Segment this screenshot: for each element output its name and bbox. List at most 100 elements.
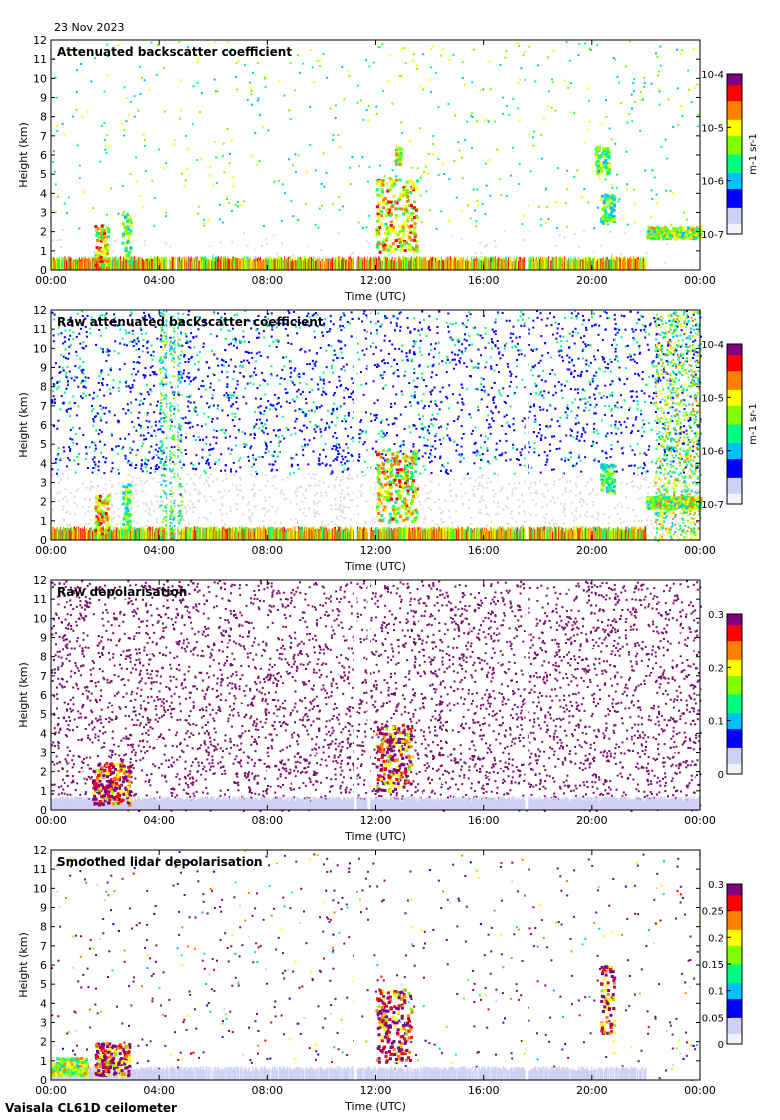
cloud-cell	[99, 239, 103, 243]
speckle-cell	[263, 336, 265, 339]
speckle-cell	[313, 428, 316, 431]
cloud-cell	[606, 172, 610, 176]
speckle-cell	[473, 209, 476, 212]
cloud-cell	[405, 208, 409, 212]
speckle-cell	[155, 73, 158, 76]
speckle-cell	[631, 476, 634, 479]
speckle-cell	[183, 185, 186, 188]
speckle-cell	[572, 364, 575, 367]
cloud-cell	[696, 228, 699, 232]
data-gap	[353, 40, 357, 270]
cloud-cell	[129, 259, 132, 263]
speckle-cell	[290, 200, 293, 203]
speckle-cell	[129, 101, 132, 103]
cloud-cell	[395, 216, 398, 220]
speckle-cell	[313, 477, 316, 480]
speckle-cell	[475, 220, 478, 223]
speckle-cell	[259, 113, 262, 116]
speckle-cell	[422, 88, 425, 91]
speckle-cell	[418, 347, 421, 350]
cloud-cell	[655, 235, 659, 239]
speckle-cell	[178, 41, 181, 44]
speckle-cell	[418, 457, 420, 460]
cloud-cell	[104, 246, 108, 250]
speckle-cell	[321, 521, 324, 524]
speckle-cell	[218, 458, 221, 461]
cloud-cell	[104, 241, 107, 245]
speckle-cell	[137, 109, 140, 112]
speckle-cell	[546, 105, 549, 108]
cloud-cell	[398, 162, 402, 166]
cloud-cell	[106, 235, 110, 239]
speckle-cell	[215, 182, 218, 185]
speckle-cell	[469, 358, 472, 361]
cloud-cell	[408, 235, 412, 239]
speckle-cell	[232, 378, 235, 381]
speckle-cell	[637, 474, 639, 477]
speckle-cell	[643, 81, 646, 84]
cloud-cell	[129, 246, 133, 250]
speckle-cell	[101, 382, 103, 385]
speckle-cell	[466, 120, 469, 123]
speckle-cell	[392, 385, 395, 388]
speckle-cell	[129, 451, 132, 454]
speckle-cell	[494, 245, 497, 248]
speckle-cell	[363, 353, 366, 356]
speckle-cell	[223, 394, 226, 397]
speckle-cell	[595, 429, 598, 432]
speckle-cell	[107, 55, 109, 58]
speckle-cell	[332, 138, 335, 141]
speckle-cell	[62, 446, 65, 449]
speckle-cell	[415, 340, 417, 343]
cloud-cell	[123, 225, 127, 229]
speckle-cell	[620, 482, 623, 485]
speckle-cell	[349, 498, 352, 501]
cloud-cell	[595, 148, 599, 151]
speckle-cell	[618, 198, 621, 201]
cloud-cell	[411, 212, 415, 215]
speckle-cell	[511, 494, 514, 497]
speckle-cell	[547, 218, 550, 221]
speckle-cell	[398, 75, 401, 78]
speckle-cell	[75, 91, 78, 94]
speckle-cell	[472, 492, 475, 495]
speckle-cell	[399, 450, 402, 453]
speckle-cell	[658, 103, 661, 106]
speckle-cell	[322, 481, 325, 484]
speckle-cell	[229, 470, 232, 473]
speckle-cell	[76, 69, 79, 72]
speckle-cell	[341, 455, 344, 458]
cloud-cell	[395, 152, 399, 156]
speckle-cell	[461, 401, 464, 404]
speckle-cell	[235, 75, 237, 78]
speckle-cell	[141, 333, 143, 335]
cloud-cell	[605, 154, 609, 158]
speckle-cell	[93, 391, 95, 394]
speckle-cell	[56, 130, 59, 132]
speckle-cell	[163, 66, 166, 69]
speckle-cell	[570, 312, 573, 315]
speckle-cell	[296, 218, 299, 221]
speckle-cell	[192, 482, 195, 485]
cloud-cell	[105, 249, 109, 253]
speckle-cell	[271, 454, 274, 457]
speckle-cell	[640, 389, 643, 392]
speckle-cell	[258, 384, 261, 387]
cloud-cell	[404, 223, 408, 227]
speckle-cell	[666, 157, 669, 160]
speckle-cell	[235, 485, 238, 488]
speckle-cell	[298, 408, 301, 411]
speckle-cell	[258, 418, 261, 421]
speckle-cell	[617, 200, 620, 203]
y-tick-label: 4	[40, 187, 47, 200]
speckle-cell	[636, 408, 639, 411]
speckle-cell	[675, 454, 677, 457]
speckle-cell	[401, 132, 404, 135]
cloud-cell	[396, 233, 400, 237]
speckle-cell	[630, 395, 633, 398]
cloud-cell	[394, 214, 398, 217]
speckle-cell	[281, 242, 283, 245]
speckle-cell	[57, 447, 60, 450]
speckle-cell	[632, 330, 635, 333]
